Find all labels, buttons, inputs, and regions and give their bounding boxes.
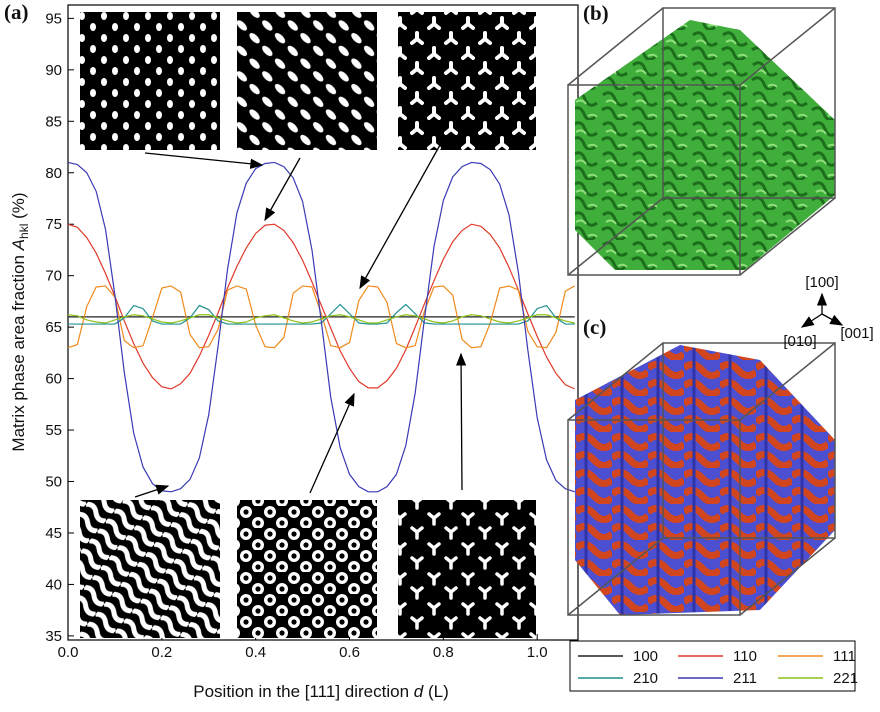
x-axis-label: Position in the [111] direction d (L): [193, 682, 449, 701]
y-tick-label: 85: [45, 113, 62, 130]
y-tick-label: 40: [45, 576, 62, 593]
axes-triad: [802, 294, 842, 327]
x-tick-label: 0.6: [339, 644, 360, 661]
y-tick-label: 35: [45, 628, 62, 645]
y-tick-label: 75: [45, 216, 62, 233]
x-tick-label: 0.4: [245, 644, 266, 661]
y-label-text: Matrix phase area fraction: [9, 255, 28, 452]
legend-label: 210: [633, 670, 658, 687]
y-tick-label: 45: [45, 525, 62, 542]
y-tick-label: 50: [45, 474, 62, 491]
legend-label: 221: [833, 670, 858, 687]
axis-label: [001]: [840, 325, 873, 342]
micrograph: [398, 12, 536, 150]
y-tick-label: 60: [45, 371, 62, 388]
y-tick-label: 65: [45, 319, 62, 336]
series-line: [68, 224, 575, 389]
x-tick-label: 0.0: [58, 644, 79, 661]
x-tick-label: 0.2: [151, 644, 172, 661]
micrograph: [237, 500, 377, 638]
y-tick-label: 70: [45, 268, 62, 285]
x-label-unit: (L): [428, 682, 449, 701]
micrograph: [237, 12, 377, 150]
legend-label: 211: [733, 670, 757, 687]
micrograph: [80, 500, 220, 638]
legend-label: 100: [633, 648, 658, 665]
y-label-subscript: hkl: [17, 224, 31, 239]
x-tick-label: 1.0: [527, 644, 548, 661]
x-label-text: Position in the [111] direction: [193, 682, 409, 701]
legend-label: 110: [733, 648, 757, 665]
x-tick-label: 0.8: [433, 644, 454, 661]
y-tick-label: 80: [45, 165, 62, 182]
micrograph: [398, 500, 536, 638]
cube-solid: [575, 20, 835, 270]
axis-label: [010]: [783, 333, 816, 350]
y-tick-label: 95: [45, 10, 62, 27]
arrow: [265, 158, 300, 220]
cube-b: [568, 8, 835, 275]
y-tick-label: 55: [45, 422, 62, 439]
cube-c: [568, 343, 835, 615]
cube-solid: [575, 345, 835, 615]
figure: 35 40 45 50 55 60 65 70 75 80 85 90 95 0.0 0.2 0.4 0.6 0.…: [0, 0, 880, 707]
micrograph: [80, 12, 220, 150]
y-axis-label: Matrix phase area fraction Ahkl (%): [9, 192, 32, 451]
panel-label: (b): [583, 1, 609, 25]
arrow: [310, 394, 354, 493]
legend-label: 111: [833, 648, 856, 665]
y-tick-label: 90: [45, 62, 62, 79]
series-line: [68, 162, 575, 491]
panel-label: (c): [583, 315, 606, 339]
arrows: [135, 145, 462, 497]
axis-label: [100]: [805, 274, 838, 291]
arrow: [145, 153, 262, 165]
insets: [80, 12, 536, 638]
arrow: [461, 354, 462, 490]
y-label-unit: (%): [9, 192, 28, 218]
panel-label: (a): [4, 0, 29, 24]
legend-box: [570, 641, 855, 691]
arrow: [360, 145, 440, 288]
x-label-symbol: d: [414, 682, 424, 701]
y-label-symbol: A: [9, 239, 28, 251]
